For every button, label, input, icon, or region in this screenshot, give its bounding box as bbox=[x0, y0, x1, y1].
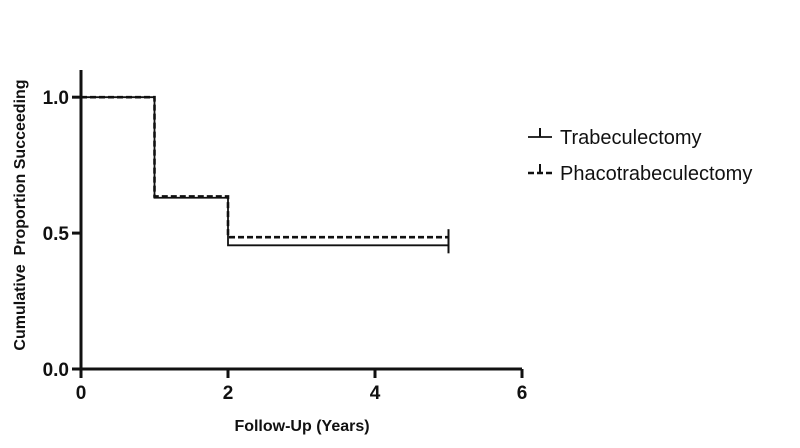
legend: Trabeculectomy Phacotrabeculectomy bbox=[528, 127, 752, 185]
series-layer bbox=[81, 97, 449, 253]
x-tick-label: 0 bbox=[76, 383, 87, 404]
series-line-trabeculectomy bbox=[81, 97, 449, 245]
y-tick-label: 0.5 bbox=[43, 224, 70, 245]
y-tick-label: 1.0 bbox=[43, 88, 69, 109]
x-axis-label: Follow-Up (Years) bbox=[234, 418, 369, 435]
series-line-phacotrabeculectomy bbox=[81, 97, 449, 237]
x-tick-label: 4 bbox=[370, 383, 381, 404]
y-tick-label: 0.0 bbox=[43, 360, 69, 381]
x-tick-label: 2 bbox=[223, 383, 234, 404]
legend-label-phacotrabeculectomy: Phacotrabeculectomy bbox=[560, 163, 752, 185]
y-axis-label: Cumulative Proportion Succeeding bbox=[12, 79, 29, 350]
legend-label-trabeculectomy: Trabeculectomy bbox=[560, 127, 702, 149]
x-tick-label: 6 bbox=[517, 383, 528, 404]
